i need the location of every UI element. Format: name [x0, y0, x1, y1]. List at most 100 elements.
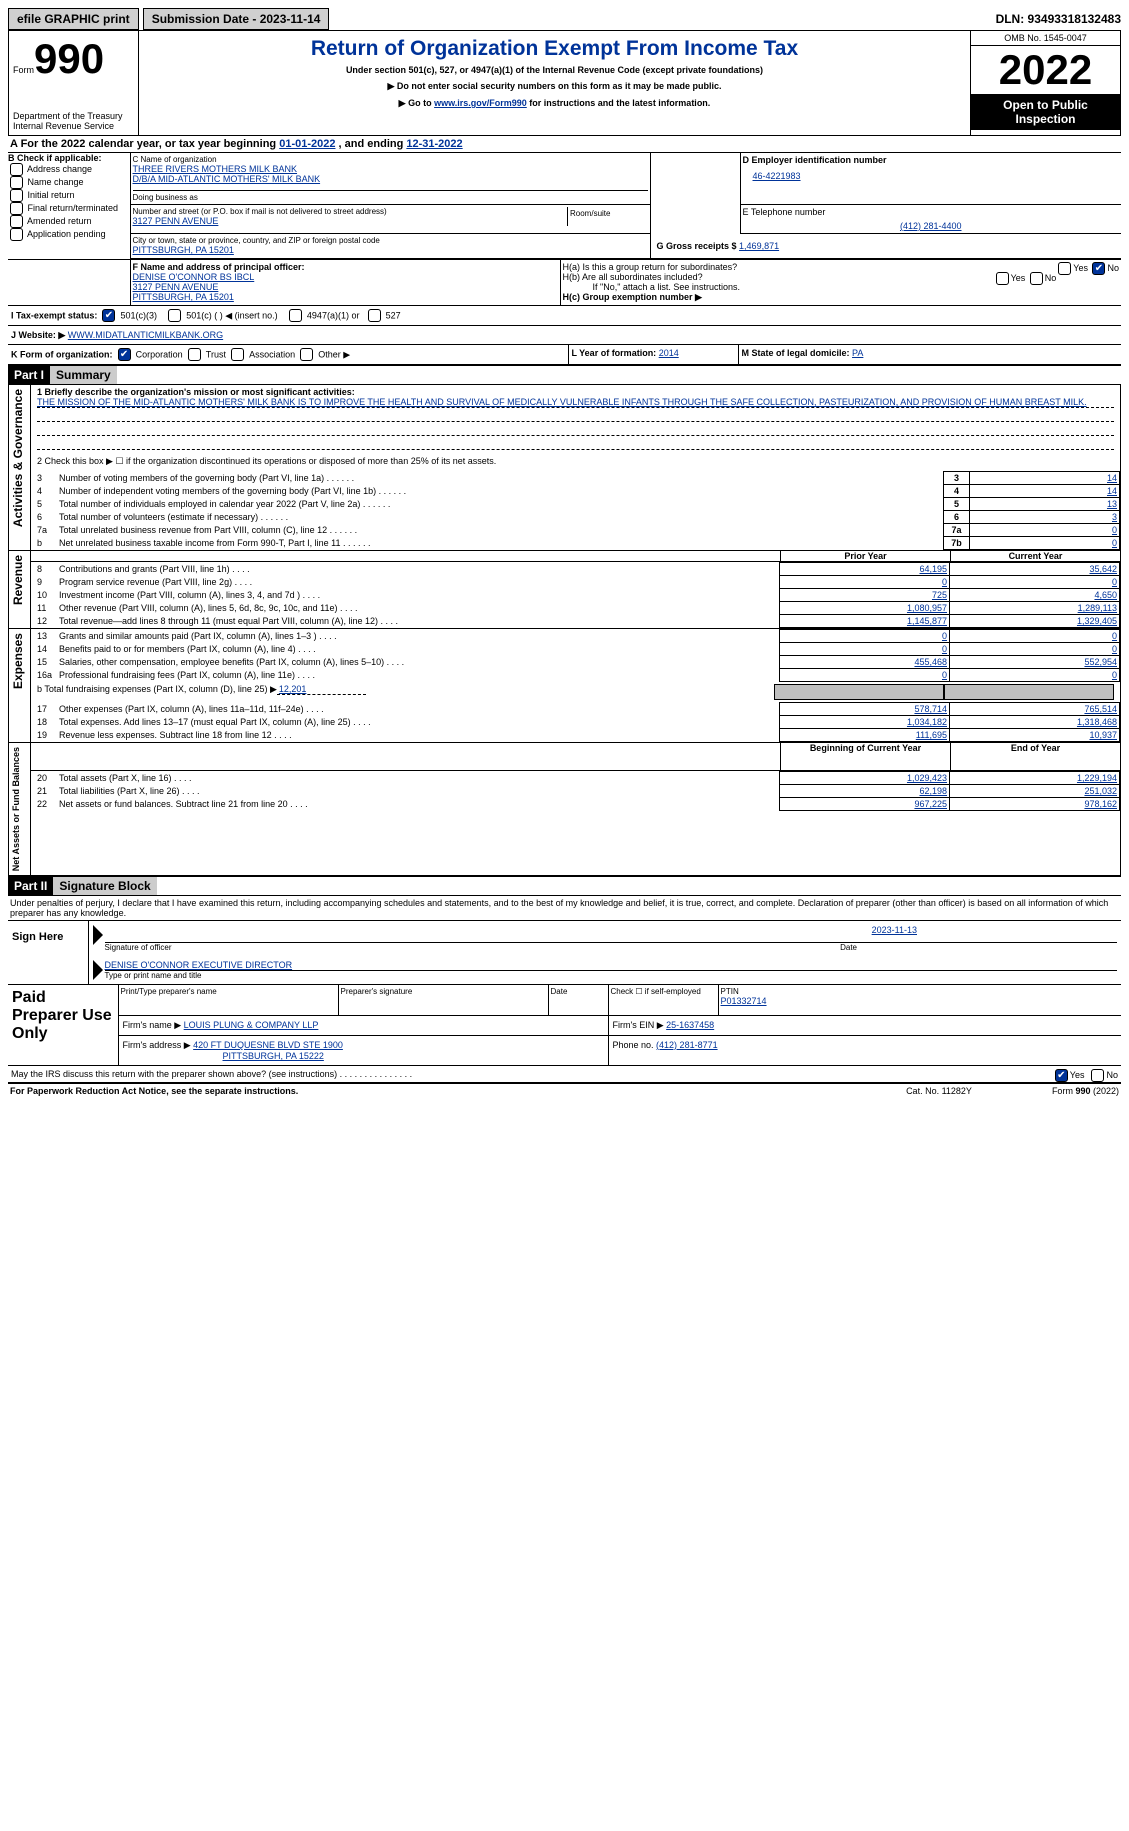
line-text: Other revenue (Part VIII, column (A), li…	[57, 602, 780, 615]
line-text: Total number of individuals employed in …	[57, 498, 944, 511]
c-dba: D/B/A MID-ATLANTIC MOTHERS' MILK BANK	[133, 174, 648, 184]
current-val: 0	[950, 630, 1120, 643]
line-box: 7b	[944, 537, 970, 550]
firm-city: PITTSBURGH, PA 15222	[123, 1051, 324, 1061]
line-box: 7a	[944, 524, 970, 537]
line-text: Number of voting members of the governin…	[57, 472, 944, 485]
line-a: A For the 2022 calendar year, or tax yea…	[8, 136, 1121, 153]
line-text: Number of independent voting members of …	[57, 485, 944, 498]
check-self: Check ☐ if self-employed	[608, 985, 718, 1015]
line-num: 21	[31, 785, 57, 798]
line-text: Investment income (Part VIII, column (A)…	[57, 589, 780, 602]
prior-hdr: Prior Year	[781, 551, 951, 562]
line-text: Net assets or fund balances. Subtract li…	[57, 798, 780, 811]
h-c: H(c) Group exemption number ▶	[563, 292, 1120, 303]
line-j: J Website: ▶ WWW.MIDATLANTICMILKBANK.ORG	[8, 326, 1121, 345]
line-val: 0	[970, 537, 1120, 550]
b-title: B Check if applicable:	[8, 153, 130, 163]
prior-val: 1,145,877	[780, 615, 950, 628]
line-text: Salaries, other compensation, employee b…	[57, 656, 780, 669]
line-val: 0	[970, 524, 1120, 537]
prior-val: 967,225	[780, 798, 950, 811]
prior-val: 1,029,423	[780, 772, 950, 785]
f-lbl: F Name and address of principal officer:	[133, 262, 558, 272]
efile-button[interactable]: efile GRAPHIC print	[8, 8, 139, 30]
current-val: 0	[950, 576, 1120, 589]
current-val: 765,514	[950, 703, 1120, 716]
b-amended: Amended return	[8, 215, 130, 228]
line-num: 15	[31, 656, 57, 669]
form-subtitle: Under section 501(c), 527, or 4947(a)(1)…	[145, 65, 964, 75]
line-text: Total expenses. Add lines 13–17 (must eq…	[57, 716, 780, 729]
line-text: Benefits paid to or for members (Part IX…	[57, 643, 780, 656]
h-b: H(b) Are all subordinates included? Yes …	[563, 272, 1120, 282]
l2: 2 Check this box ▶ ☐ if the organization…	[31, 452, 1121, 471]
line-text: Other expenses (Part IX, column (A), lin…	[57, 703, 780, 716]
line-num: 12	[31, 615, 57, 628]
prep-sig-lbl: Preparer's signature	[338, 985, 548, 1015]
prior-val: 0	[780, 669, 950, 682]
line-val: 13	[970, 498, 1120, 511]
begin-hdr: Beginning of Current Year	[781, 743, 951, 771]
prior-val: 455,468	[780, 656, 950, 669]
current-val: 1,229,194	[950, 772, 1120, 785]
line-num: 19	[31, 729, 57, 742]
end-hdr: End of Year	[951, 743, 1121, 771]
prior-val: 62,198	[780, 785, 950, 798]
line-val: 14	[970, 485, 1120, 498]
arrow-icon	[93, 960, 103, 980]
line-num: 9	[31, 576, 57, 589]
e-lbl: E Telephone number	[743, 207, 1120, 217]
h-a: H(a) Is this a group return for subordin…	[563, 262, 1120, 272]
line-i: I Tax-exempt status: ✔ 501(c)(3) 501(c) …	[8, 305, 1121, 326]
g-receipts: G Gross receipts $ 1,469,871	[650, 234, 1121, 259]
f-name: DENISE O'CONNOR BS IBCL	[133, 272, 558, 282]
f-street: 3127 PENN AVENUE	[133, 282, 558, 292]
c-city: PITTSBURGH, PA 15201	[133, 245, 648, 255]
current-val: 4,650	[950, 589, 1120, 602]
paid-preparer: Paid Preparer Use Only	[8, 985, 118, 1065]
irs-link[interactable]: www.irs.gov/Form990	[434, 98, 527, 108]
line-num: 17	[31, 703, 57, 716]
prior-val: 111,695	[780, 729, 950, 742]
prior-val: 578,714	[780, 703, 950, 716]
prep-date-lbl: Date	[548, 985, 608, 1015]
line-num: 14	[31, 643, 57, 656]
c-dba-lbl: Doing business as	[133, 190, 648, 202]
goto-line: ▶ Go to www.irs.gov/Form990 for instruct…	[145, 98, 964, 109]
line-box: 3	[944, 472, 970, 485]
c-name: THREE RIVERS MOTHERS MILK BANK	[133, 164, 648, 174]
line-num: 10	[31, 589, 57, 602]
line-text: Total number of volunteers (estimate if …	[57, 511, 944, 524]
line-text: Program service revenue (Part VIII, line…	[57, 576, 780, 589]
submission-date: Submission Date - 2023-11-14	[143, 8, 330, 30]
phone-lbl: Phone no.	[613, 1040, 657, 1050]
line-text: Total assets (Part X, line 16) . . . .	[57, 772, 780, 785]
line-num: 16a	[31, 669, 57, 682]
prior-val: 1,034,182	[780, 716, 950, 729]
prior-val: 64,195	[780, 563, 950, 576]
line-num: 11	[31, 602, 57, 615]
b-pending: Application pending	[8, 228, 130, 241]
website-link[interactable]: WWW.MIDATLANTICMILKBANK.ORG	[68, 330, 223, 340]
topbar: efile GRAPHIC print Submission Date - 20…	[8, 8, 1121, 30]
c-name-lbl: C Name of organization	[133, 155, 648, 164]
firm-name-lbl: Firm's name ▶	[123, 1020, 184, 1030]
line-num: 20	[31, 772, 57, 785]
e-phone: (412) 281-4400	[743, 217, 1120, 231]
f-city: PITTSBURGH, PA 15201	[133, 292, 558, 302]
dln: DLN: 93493318132483	[996, 12, 1121, 26]
l1-label: 1 Briefly describe the organization's mi…	[37, 387, 1114, 397]
firm-addr-lbl: Firm's address ▶	[123, 1040, 194, 1050]
form-number: 990	[34, 35, 104, 82]
current-val: 251,032	[950, 785, 1120, 798]
line-num: 6	[31, 511, 57, 524]
current-val: 0	[950, 669, 1120, 682]
line-num: 3	[31, 472, 57, 485]
side-net: Net Assets or Fund Balances	[9, 743, 23, 875]
line-num: 22	[31, 798, 57, 811]
tax-year: 2022	[971, 46, 1120, 94]
line-num: 4	[31, 485, 57, 498]
open-public: Open to Public Inspection	[971, 94, 1120, 130]
firm-ein-lbl: Firm's EIN ▶	[613, 1020, 667, 1030]
